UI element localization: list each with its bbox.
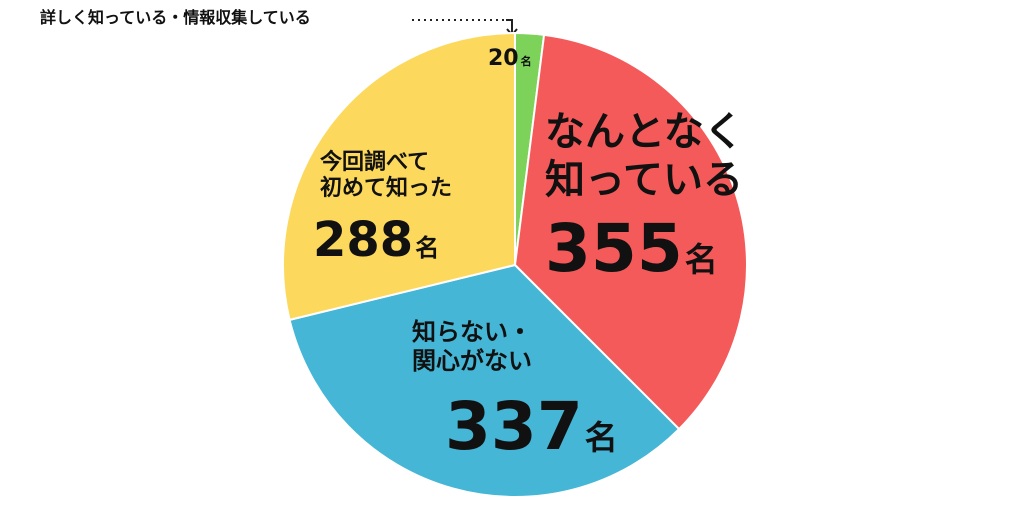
value-label: 20 名: [488, 46, 532, 71]
slice-label: 詳しく知っている・情報収集している: [40, 8, 311, 27]
pie-slice: [288, 263, 681, 498]
value-label: 355名: [545, 210, 718, 287]
slice-label: なんとなく 知っている: [545, 109, 744, 203]
slice-label: 今回調べて 初めて知った: [320, 150, 453, 202]
pie-slice: [282, 31, 516, 322]
pie-slice: [513, 33, 748, 431]
value-label: 288名: [313, 212, 440, 268]
slice-label: 知らない・ 関心がない: [412, 318, 532, 375]
value-label: 337名: [445, 388, 618, 465]
